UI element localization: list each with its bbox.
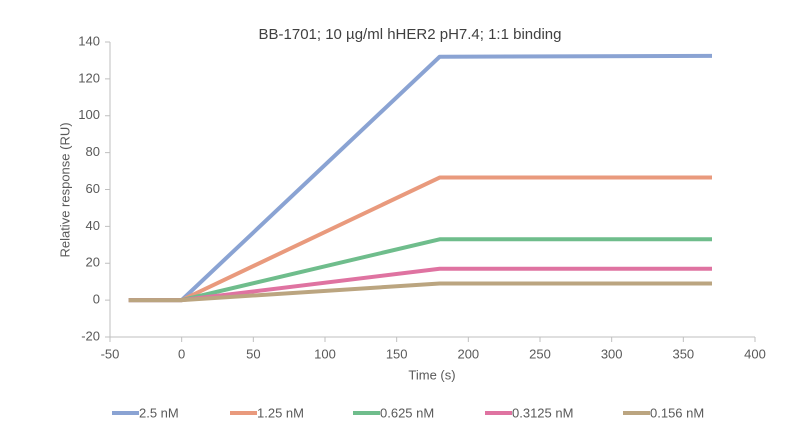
legend-label: 1.25 nM xyxy=(257,405,304,420)
y-tick-label: 40 xyxy=(86,218,100,233)
y-tick-label: 0 xyxy=(93,292,100,307)
x-tick-label: 50 xyxy=(246,346,260,361)
series-line xyxy=(128,281,712,303)
legend-label: 0.156 nM xyxy=(650,405,704,420)
legend-label: 0.625 nM xyxy=(380,405,434,420)
legend-label: 2.5 nM xyxy=(139,405,179,420)
x-tick-label: 150 xyxy=(386,346,408,361)
y-tick-label: -20 xyxy=(81,328,100,343)
x-tick-label: 0 xyxy=(178,346,185,361)
y-tick-label: 60 xyxy=(86,181,100,196)
y-axis-label: Relative response (RU) xyxy=(57,122,72,257)
x-tick-label: 100 xyxy=(314,346,336,361)
x-tick-label: 400 xyxy=(744,346,766,361)
x-tick-label: 200 xyxy=(457,346,479,361)
legend-label: 0.3125 nM xyxy=(512,405,573,420)
x-axis-label: Time (s) xyxy=(408,367,455,382)
x-tick-label: 250 xyxy=(529,346,551,361)
y-tick-label: 80 xyxy=(86,144,100,159)
y-tick-label: 140 xyxy=(78,33,100,48)
y-tick-label: 120 xyxy=(78,70,100,85)
y-tick-label: 20 xyxy=(86,255,100,270)
y-tick-label: 100 xyxy=(78,107,100,122)
x-tick-label: -50 xyxy=(101,346,120,361)
x-tick-label: 350 xyxy=(672,346,694,361)
x-tick-label: 300 xyxy=(601,346,623,361)
chart-title: BB-1701; 10 µg/ml hHER2 pH7.4; 1:1 bindi… xyxy=(259,26,562,43)
